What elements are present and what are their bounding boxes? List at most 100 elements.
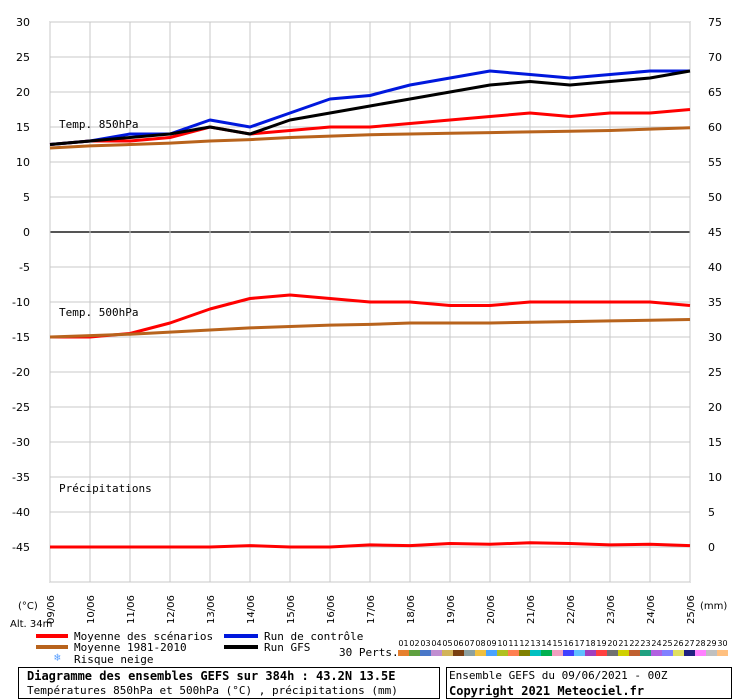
panel-label-t850: Temp. 850hPa [59,118,138,131]
left-tick-label: 25 [16,51,30,64]
right-tick-label: 25 [708,366,722,379]
pert-legend-item: 09 [486,639,497,657]
pert-number: 03 [420,639,431,648]
pert-swatch [651,650,662,656]
legend-mean-swatch [36,634,68,638]
pert-number: 21 [618,639,629,648]
pert-legend-item: 22 [629,639,640,657]
pert-swatch [398,650,409,656]
right-tick-label: 15 [708,436,722,449]
legend-control-label: Run de contrôle [264,630,364,643]
pert-number: 13 [530,639,541,648]
pert-legend-item: 27 [684,639,695,657]
pert-swatch [530,650,541,656]
pert-legend-item: 15 [552,639,563,657]
pert-number: 25 [662,639,673,648]
pert-legend-item: 13 [530,639,541,657]
left-tick-label: -10 [12,296,30,309]
pert-legend-item: 29 [706,639,717,657]
right-tick-label: 40 [708,261,722,274]
x-tick-label: 16/06 [326,595,337,624]
pert-swatch [673,650,684,656]
pert-number: 18 [585,639,596,648]
legend-mean-label: Moyenne des scénarios [74,630,214,643]
series-850-gfs [49,69,691,146]
x-tick-label: 12/06 [166,595,177,624]
right-tick-label: 10 [708,471,722,484]
x-tick-label: 10/06 [86,595,97,624]
pert-legend-item: 25 [662,639,673,657]
pert-number: 17 [574,639,585,648]
pert-legend-item: 12 [519,639,530,657]
x-tick-label: 22/06 [566,595,577,624]
chart-subtitle: Températures 850hPa et 500hPa (°C) , pré… [27,684,398,697]
pert-legend-item: 08 [475,639,486,657]
series-850-climatology [49,126,691,150]
pert-swatch [486,650,497,656]
pert-swatch [585,650,596,656]
pert-number: 04 [431,639,442,648]
pert-number: 28 [695,639,706,648]
right-tick-label: 75 [708,16,722,29]
left-tick-label: -40 [12,506,30,519]
pert-swatch [541,650,552,656]
pert-swatch [717,650,728,656]
pert-legend-item: 11 [508,639,519,657]
left-tick-label: -45 [12,541,30,554]
pert-swatch [563,650,574,656]
pert-swatch [519,650,530,656]
pert-number: 19 [596,639,607,648]
series-500-mean [50,293,691,339]
pert-legend-item: 06 [453,639,464,657]
series-850-mean [49,108,691,146]
pert-legend-item: 07 [464,639,475,657]
x-tick-label: 14/06 [246,595,257,624]
left-unit: (°C) [18,601,38,612]
pert-swatch [618,650,629,656]
panel-label-t500: Temp. 500hPa [59,306,138,319]
pert-swatch [684,650,695,656]
pert-number: 14 [541,639,552,648]
pert-number: 07 [464,639,475,648]
x-tick-label: 17/06 [366,595,377,624]
pert-number: 24 [651,639,662,648]
x-tick-label: 21/06 [526,595,537,624]
x-tick-label: 24/06 [646,595,657,624]
pert-number: 01 [398,639,409,648]
x-tick-label: 23/06 [606,595,617,624]
series-precip-mean [50,541,691,549]
pert-legend-item: 20 [607,639,618,657]
pert-swatch [596,650,607,656]
right-tick-label: 20 [708,401,722,414]
pert-swatch [497,650,508,656]
left-tick-label: 10 [16,156,30,169]
right-tick-label: 0 [708,541,715,554]
x-tick-label: 18/06 [406,595,417,624]
right-tick-label: 55 [708,156,722,169]
pert-swatch [431,650,442,656]
pert-number: 20 [607,639,618,648]
legend-clim-swatch [36,645,68,649]
chart-title: Diagramme des ensembles GEFS sur 384h : … [27,669,396,683]
pert-swatch [706,650,717,656]
right-unit: (mm) [700,601,727,612]
pert-number: 22 [629,639,640,648]
pert-legend-item: 05 [442,639,453,657]
pert-legend-item: 02 [409,639,420,657]
pert-swatch [607,650,618,656]
pert-legend-item: 03 [420,639,431,657]
left-tick-label: -20 [12,366,30,379]
left-tick-label: -15 [12,331,30,344]
pert-number: 06 [453,639,464,648]
altitude-label: Alt. 34m [10,619,52,630]
x-tick-label: 11/06 [126,595,137,624]
legend-control-swatch [224,634,258,638]
pert-number: 11 [508,639,519,648]
right-tick-label: 65 [708,86,722,99]
left-axis: 30 25 20 15 10 5 0 -5 -10 -15 -20 -25 -30 -35 -40 -45 [12,16,30,554]
snowflake-icon: ❄ [54,651,61,664]
pert-swatch [629,650,640,656]
x-axis: 09/06 10/06 11/06 12/06 13/06 14/06 15/06 16/06… [46,595,697,624]
